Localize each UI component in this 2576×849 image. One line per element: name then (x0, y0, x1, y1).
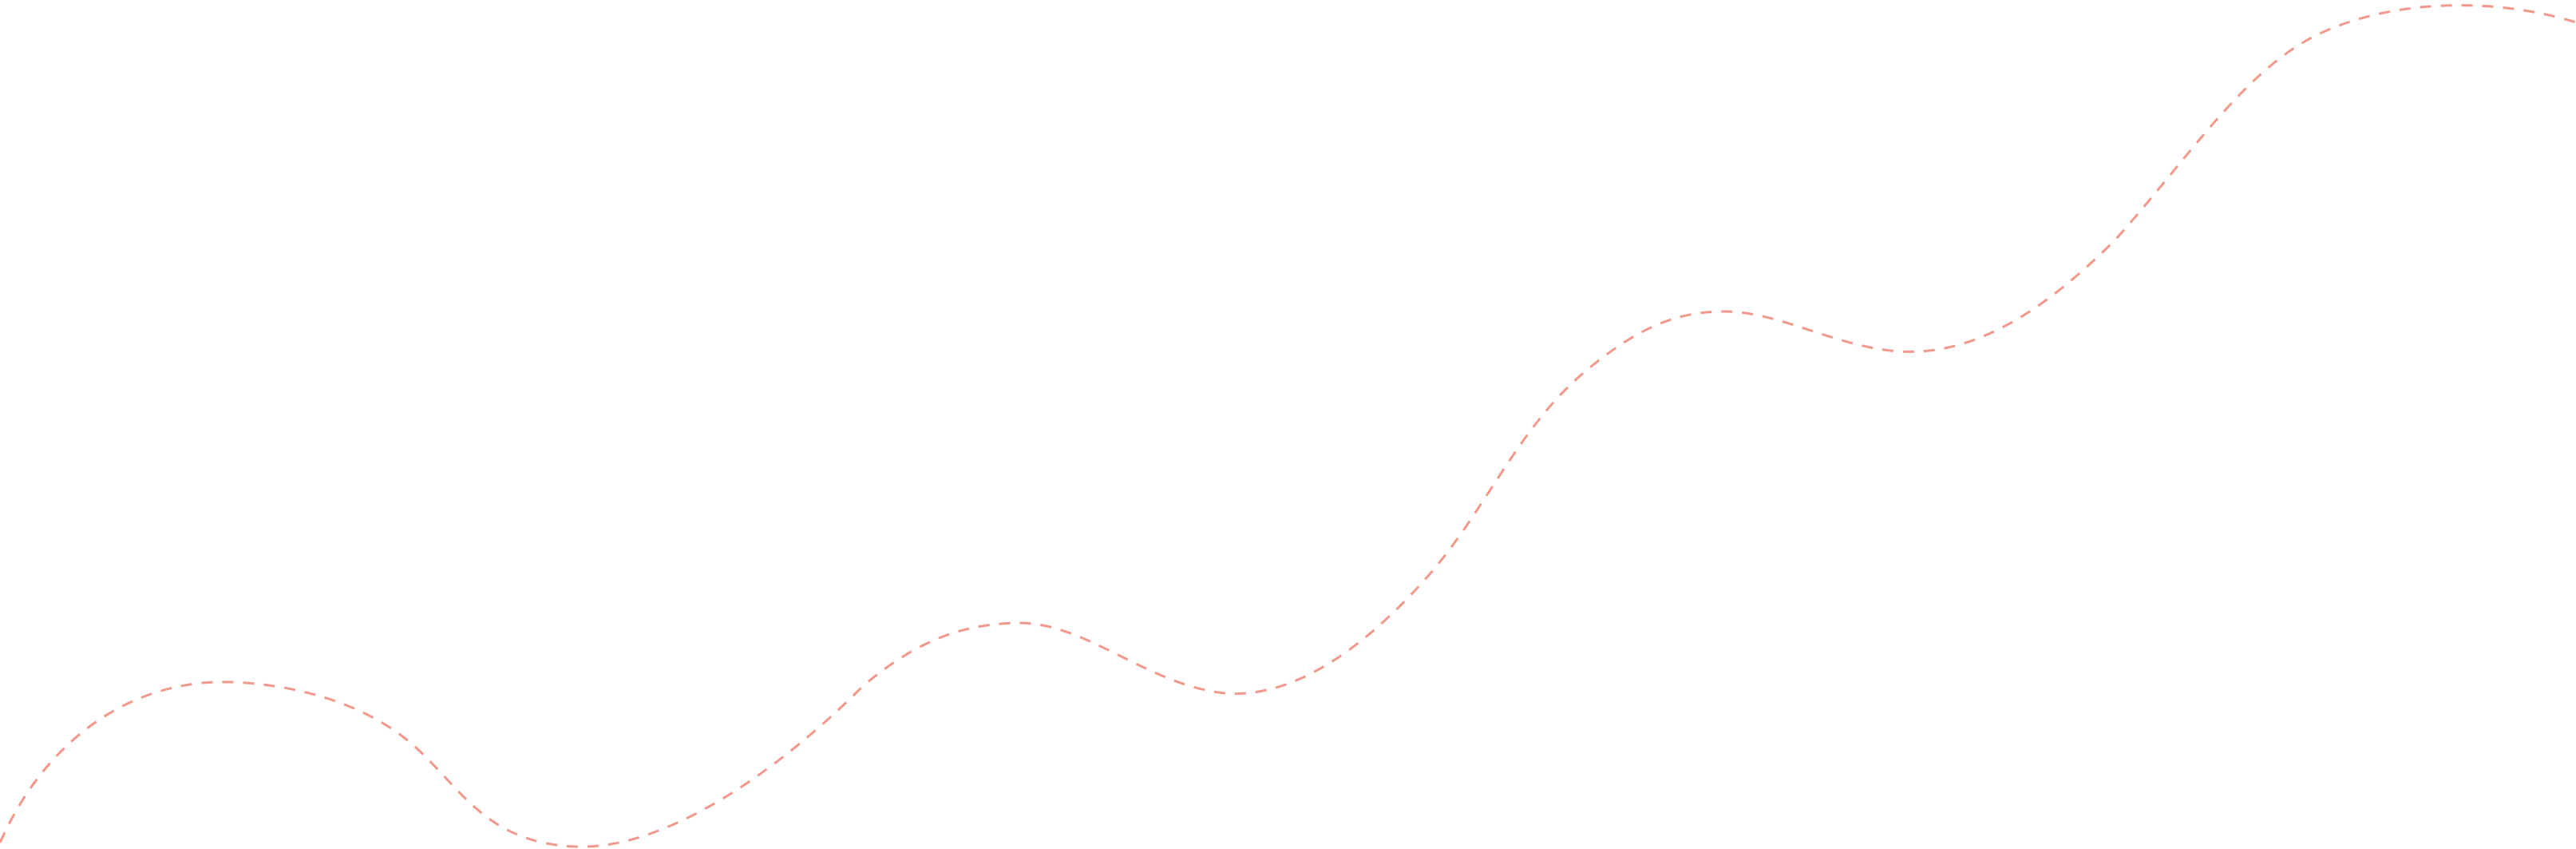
dashed-wave-line (0, 4, 2576, 848)
